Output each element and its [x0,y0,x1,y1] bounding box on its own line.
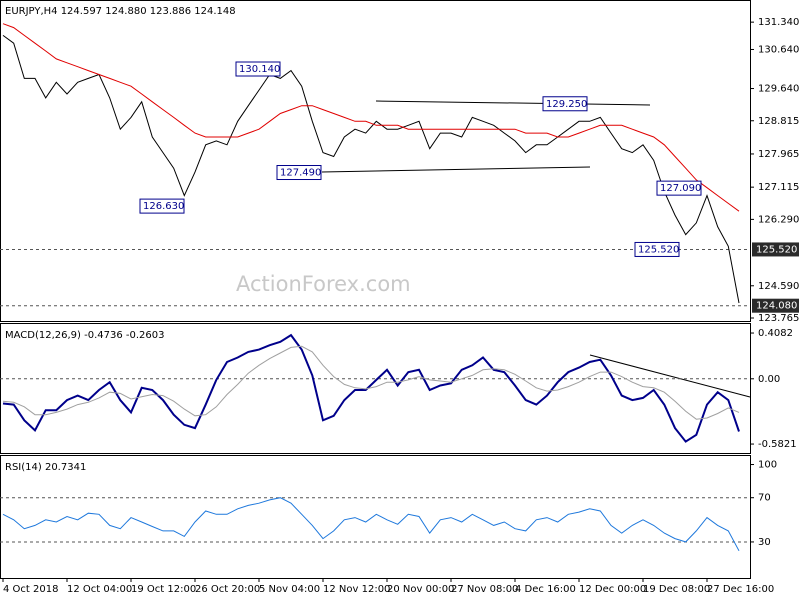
panel-title: MACD(12,26,9) -0.4736 -0.2603 [5,330,165,341]
x-tick-label: 4 Dec 16:00 [515,584,576,595]
y-tick-label: 127.115 [758,182,799,193]
price-label-box [752,242,799,257]
y-tick-label: 131.340 [758,17,799,28]
series-line [2,23,740,212]
y-tick-label: 30 [758,537,771,548]
x-tick-label: 12 Oct 04:00 [67,584,132,595]
annotation-box [139,198,185,214]
annotation-label: 129.250 [546,99,587,110]
annotation-label: 126.630 [143,201,184,212]
x-tick-label: 5 Nov 04:00 [259,584,320,595]
series-line [2,497,740,552]
series-line [2,333,740,443]
x-tick-label: 4 Oct 2018 [3,584,58,595]
annotation-box [634,241,680,257]
x-tick-label: 12 Nov 12:00 [323,584,390,595]
x-tick-label: 19 Dec 08:00 [643,584,710,595]
annotation-box [656,180,702,196]
y-tick-label: -0.5821 [758,439,797,450]
price-label-box [752,298,799,313]
annotation-label: 125.520 [638,244,679,255]
annotation-box [276,165,322,181]
y-tick-label: 126.290 [758,214,799,225]
price-label: 124.080 [756,301,797,312]
price-label: 125.520 [756,244,797,255]
macd-panel [0,323,751,454]
y-tick-label: 130.640 [758,44,799,55]
price-panel [0,0,751,322]
rsi-panel [0,455,751,579]
y-tick-label: 70 [758,493,771,504]
trend-line [375,100,651,106]
annotation-label: 127.490 [280,168,321,179]
series-line [2,34,740,304]
y-tick-label: 128.815 [758,116,799,127]
y-tick-label: 100 [758,460,777,471]
y-tick-label: 123.765 [758,313,799,324]
x-tick-label: 27 Dec 16:00 [707,584,774,595]
watermark: ActionForex.com [236,272,411,296]
y-tick-label: 0.4082 [758,328,793,339]
x-tick-label: 20 Nov 00:00 [387,584,454,595]
x-tick-label: 27 Nov 08:00 [451,584,518,595]
y-tick-label: 127.965 [758,149,799,160]
annotation-box [542,96,588,112]
y-tick-label: 129.640 [758,84,799,95]
trend-line [589,354,751,398]
y-tick-label: 0.00 [758,374,780,385]
trend-line [321,166,591,173]
x-tick-label: 26 Oct 20:00 [195,584,260,595]
series-line [2,345,740,420]
x-tick-label: 19 Oct 12:00 [131,584,196,595]
x-tick-label: 12 Dec 00:00 [579,584,646,595]
panel-title: EURJPY,H4 124.597 124.880 123.886 124.14… [5,6,236,17]
y-tick-label: 124.590 [758,281,799,292]
annotation-label: 130.140 [239,64,280,75]
annotation-label: 127.090 [660,183,701,194]
annotation-box [235,61,281,77]
panel-title: RSI(14) 20.7341 [5,462,86,473]
